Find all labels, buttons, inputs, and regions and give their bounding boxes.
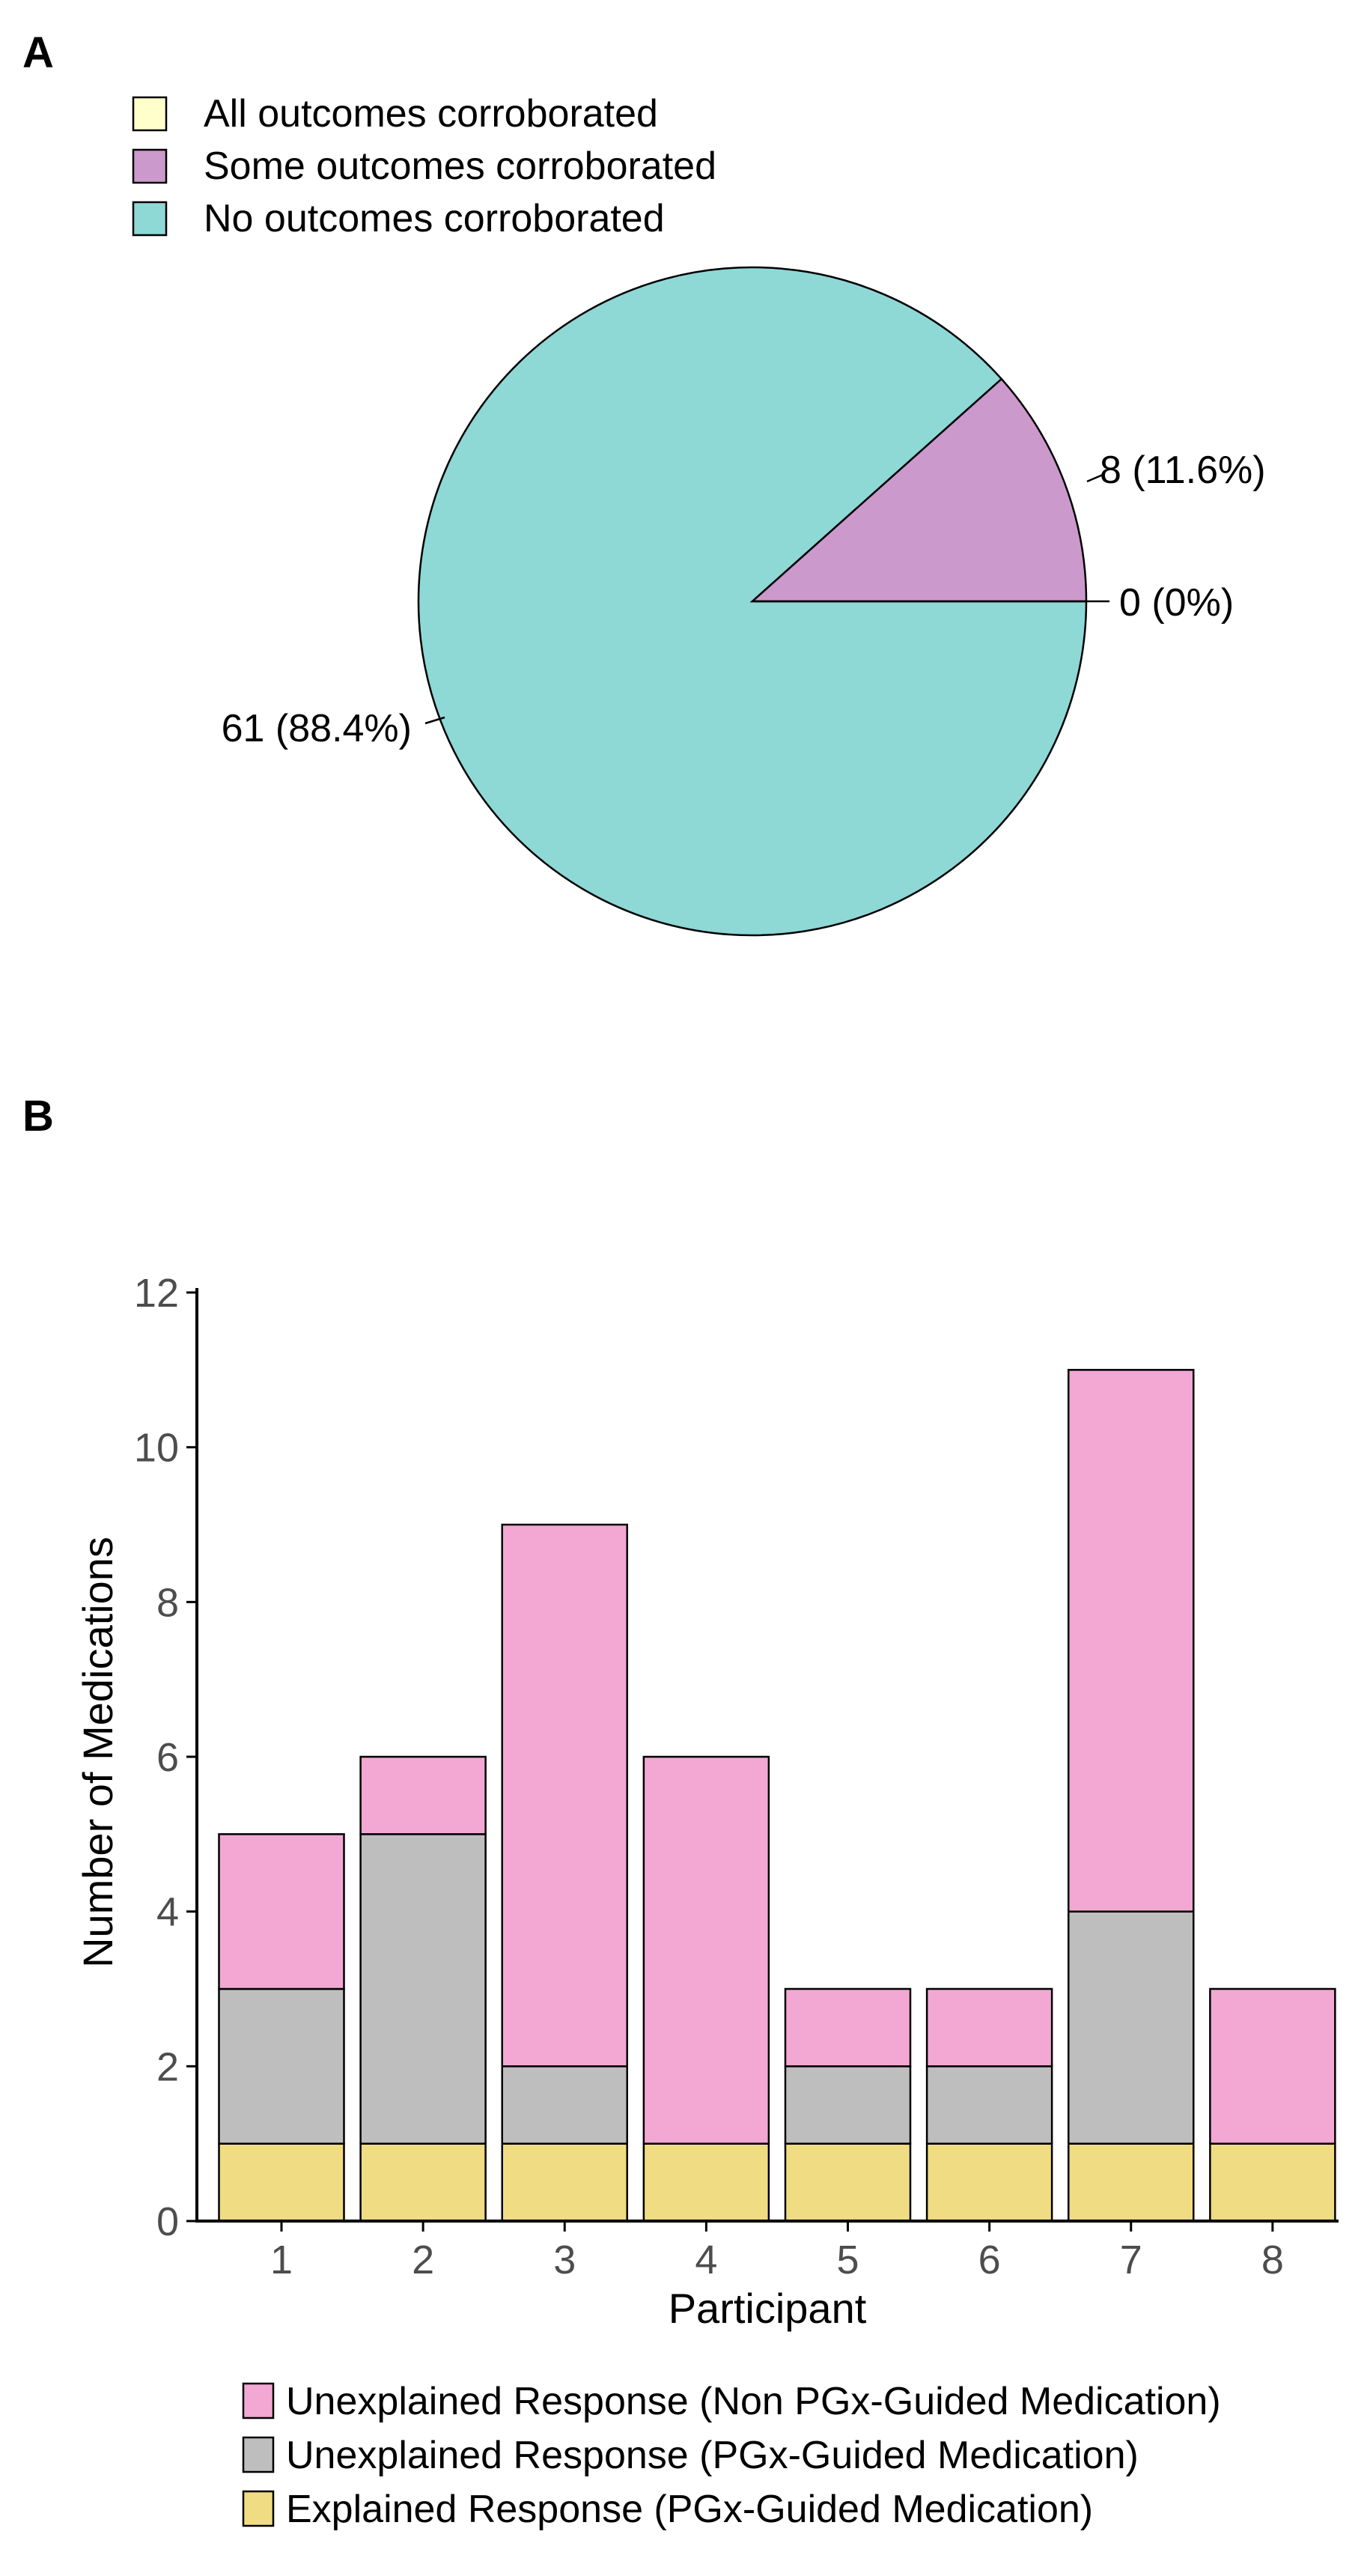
bar-segment-p2-s1 (359, 1833, 487, 2145)
y-tick-label-0: 0 (156, 2199, 179, 2244)
y-tick-label-10: 10 (134, 1426, 179, 1471)
bar-segment-p7-s0 (1068, 2142, 1195, 2223)
bar-segment-p1-s0 (218, 2142, 345, 2223)
bar-legend-swatch-unexplained-non-pgx (242, 2382, 275, 2419)
pie-label-leader-none (424, 716, 445, 725)
bar-segment-p8-s2 (1209, 1987, 1336, 2145)
bar-legend-swatch-explained-pgx (242, 2490, 275, 2527)
x-tick-label-6: 6 (978, 2238, 1001, 2282)
bar-segment-p5-s1 (784, 2065, 912, 2145)
x-ticks: 1 2 3 4 5 6 7 8 (270, 2221, 1284, 2282)
bar-segment-p5-s2 (784, 1987, 912, 2068)
x-tick-label-1: 1 (270, 2238, 293, 2282)
pie-legend-swatch-all (132, 96, 168, 132)
bar-segment-p7-s1 (1068, 1910, 1195, 2145)
bar-segment-p8-s0 (1209, 2142, 1336, 2223)
bar-legend-label-unexplained-pgx: Unexplained Response (PGx-Guided Medicat… (286, 2434, 1139, 2477)
x-tick-label-2: 2 (412, 2238, 434, 2282)
bar-segment-p3-s1 (501, 2065, 628, 2145)
bar-legend-swatch-unexplained-pgx (242, 2436, 275, 2473)
pie-label-all: 0 (0%) (1119, 581, 1234, 625)
pie-labels: 8 (11.6%) 0 (0%) 61 (88.4%) (222, 449, 1266, 750)
y-tick-label-4: 4 (156, 1890, 179, 1935)
x-tick-label-3: 3 (553, 2238, 576, 2282)
bar-segment-p6-s2 (925, 1987, 1053, 2068)
pie-legend-label-all: All outcomes corroborated (204, 92, 658, 136)
bar-segment-p6-s0 (925, 2142, 1053, 2223)
bar-segment-p5-s0 (784, 2142, 912, 2223)
pie-legend-swatch-some (132, 148, 168, 184)
panel-a: A All outcomes corroborated Some outcome… (22, 28, 1266, 937)
pie-legend-label-some: Some outcomes corroborated (204, 145, 716, 188)
x-tick-label-5: 5 (836, 2238, 859, 2282)
bar-legend-label-unexplained-non-pgx: Unexplained Response (Non PGx-Guided Med… (286, 2380, 1221, 2423)
bar-segment-p1-s1 (218, 1987, 345, 2145)
y-tick-label-12: 12 (134, 1271, 179, 1316)
x-tick-label-7: 7 (1120, 2238, 1142, 2282)
x-axis-title: Participant (669, 2285, 867, 2332)
y-tick-label-2: 2 (156, 2044, 179, 2089)
pie-legend-swatch-none (132, 201, 168, 237)
pie-label-none: 61 (88.4%) (222, 707, 412, 750)
bar-segment-p6-s1 (925, 2065, 1053, 2145)
y-tick-label-8: 8 (156, 1580, 179, 1625)
pie-legend: All outcomes corroborated Some outcomes … (132, 92, 716, 240)
bar-legend: Unexplained Response (Non PGx-Guided Med… (242, 2380, 1221, 2531)
bar-segment-p3-s2 (501, 1523, 628, 2068)
bar-segment-p3-s0 (501, 2142, 628, 2223)
pie-label-leader-some (1086, 473, 1103, 483)
bar-segment-p1-s2 (218, 1833, 345, 1990)
pie-legend-label-none: No outcomes corroborated (204, 197, 665, 240)
bar-segment-p7-s2 (1068, 1369, 1195, 1913)
pie-slice-some-outcomes (749, 377, 1088, 603)
panel-b-label: B (22, 1092, 54, 1140)
pie-label-some: 8 (11.6%) (1100, 449, 1266, 492)
bar-segment-p4-s2 (642, 1755, 770, 2145)
bar-segment-p2-s2 (359, 1755, 487, 1835)
bar-legend-label-explained-pgx: Explained Response (PGx-Guided Medicatio… (286, 2488, 1093, 2531)
y-ticks: 0 2 4 6 8 10 12 (134, 1271, 197, 2244)
y-tick-label-6: 6 (156, 1735, 179, 1780)
x-tick-label-4: 4 (695, 2238, 717, 2282)
pie-slices (417, 266, 1088, 937)
bar-segment-p2-s0 (359, 2142, 487, 2223)
bar-segments (218, 1369, 1336, 2223)
x-tick-label-8: 8 (1261, 2238, 1284, 2282)
y-axis-title: Number of Medications (74, 1537, 121, 1968)
panel-a-label: A (22, 28, 54, 77)
bar-segment-p4-s0 (642, 2142, 770, 2223)
